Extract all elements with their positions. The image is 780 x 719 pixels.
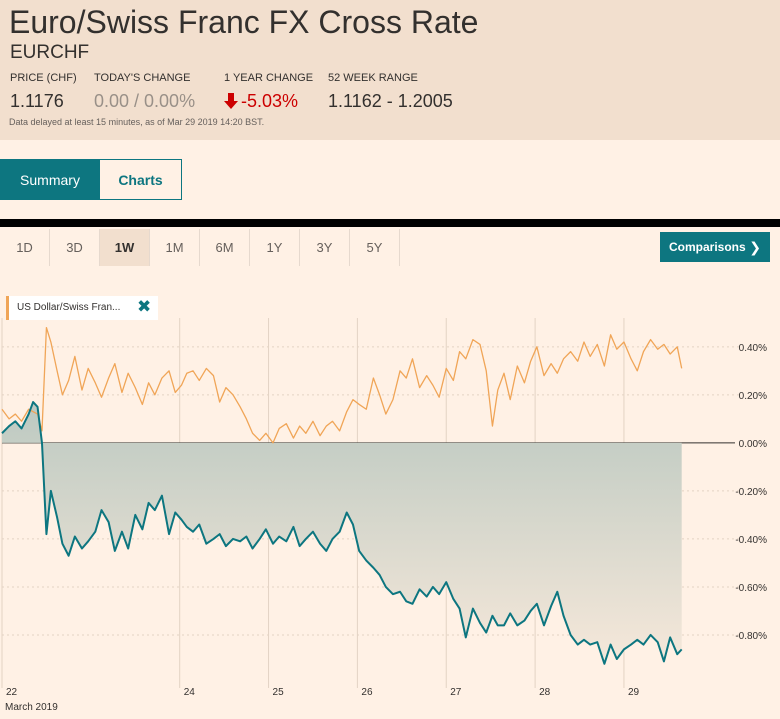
year-change-row: -5.03%: [224, 91, 313, 112]
x-tick-label: 28: [539, 687, 551, 698]
x-tick-label: 22: [6, 687, 18, 698]
series-line-usdchf: [1, 326, 683, 444]
change-stat: TODAY'S CHANGE 0.00 / 0.00%: [94, 72, 195, 112]
x-axis-sublabel: March 2019: [5, 702, 58, 713]
year-change-label: 1 YEAR CHANGE: [224, 72, 314, 84]
y-tick-label: -0.40%: [735, 535, 767, 546]
period-1w[interactable]: 1W: [100, 229, 150, 266]
year-change-stat: 1 YEAR CHANGE -5.03%: [224, 72, 313, 112]
x-tick-label: 26: [361, 687, 373, 698]
period-1m[interactable]: 1M: [150, 229, 200, 266]
series-line-eurchf: [1, 401, 683, 665]
comparisons-button[interactable]: Comparisons ❯: [660, 232, 770, 262]
period-1y[interactable]: 1Y: [250, 229, 300, 266]
period-1d[interactable]: 1D: [0, 229, 50, 266]
period-6m[interactable]: 6M: [200, 229, 250, 266]
y-tick-label: 0.20%: [739, 391, 767, 402]
x-tick-label: 25: [273, 687, 285, 698]
chevron-right-icon: ❯: [749, 239, 761, 255]
price-label: PRICE (CHF): [10, 72, 77, 84]
tab-summary[interactable]: Summary: [0, 159, 100, 200]
range-label: 52 WEEK RANGE: [328, 72, 418, 84]
y-tick-label: -0.20%: [735, 487, 767, 498]
y-tick-label: 0.00%: [739, 439, 767, 450]
range-value: 1.1162 - 1.2005: [328, 91, 453, 111]
legend-label: US Dollar/Swiss Fran...: [17, 302, 121, 313]
page-title: Euro/Swiss Franc FX Cross Rate: [9, 4, 479, 40]
period-3d[interactable]: 3D: [50, 229, 100, 266]
divider-bar: [0, 219, 780, 227]
quote-header: Euro/Swiss Franc FX Cross Rate EURCHF PR…: [0, 0, 780, 140]
delay-note: Data delayed at least 15 minutes, as of …: [9, 117, 265, 127]
series-area-fill: [2, 402, 682, 664]
arrow-down-icon: [224, 93, 238, 109]
symbol: EURCHF: [10, 42, 90, 63]
y-tick-label: -0.80%: [735, 631, 767, 642]
range-stat: 52 WEEK RANGE 1.1162 - 1.2005: [328, 72, 453, 112]
price-value: 1.1176: [10, 91, 64, 111]
comparison-legend: US Dollar/Swiss Fran... ✖: [6, 296, 158, 320]
x-tick-label: 27: [450, 687, 462, 698]
y-tick-label: 0.40%: [739, 343, 767, 354]
price-chart[interactable]: 0.40%0.20%0.00%-0.20%-0.40%-0.60%-0.80% …: [0, 318, 780, 719]
y-tick-label: -0.60%: [735, 583, 767, 594]
tab-charts[interactable]: Charts: [99, 159, 182, 200]
price-stat: PRICE (CHF) 1.1176: [10, 72, 77, 112]
change-label: TODAY'S CHANGE: [94, 72, 191, 84]
year-change-value: -5.03%: [241, 91, 299, 111]
comparisons-label: Comparisons: [669, 240, 746, 254]
close-icon[interactable]: ✖: [137, 297, 152, 316]
x-tick-label: 24: [184, 687, 196, 698]
period-5y[interactable]: 5Y: [350, 229, 400, 266]
period-3y[interactable]: 3Y: [300, 229, 350, 266]
x-tick-label: 29: [628, 687, 640, 698]
change-value: 0.00 / 0.00%: [94, 91, 196, 111]
